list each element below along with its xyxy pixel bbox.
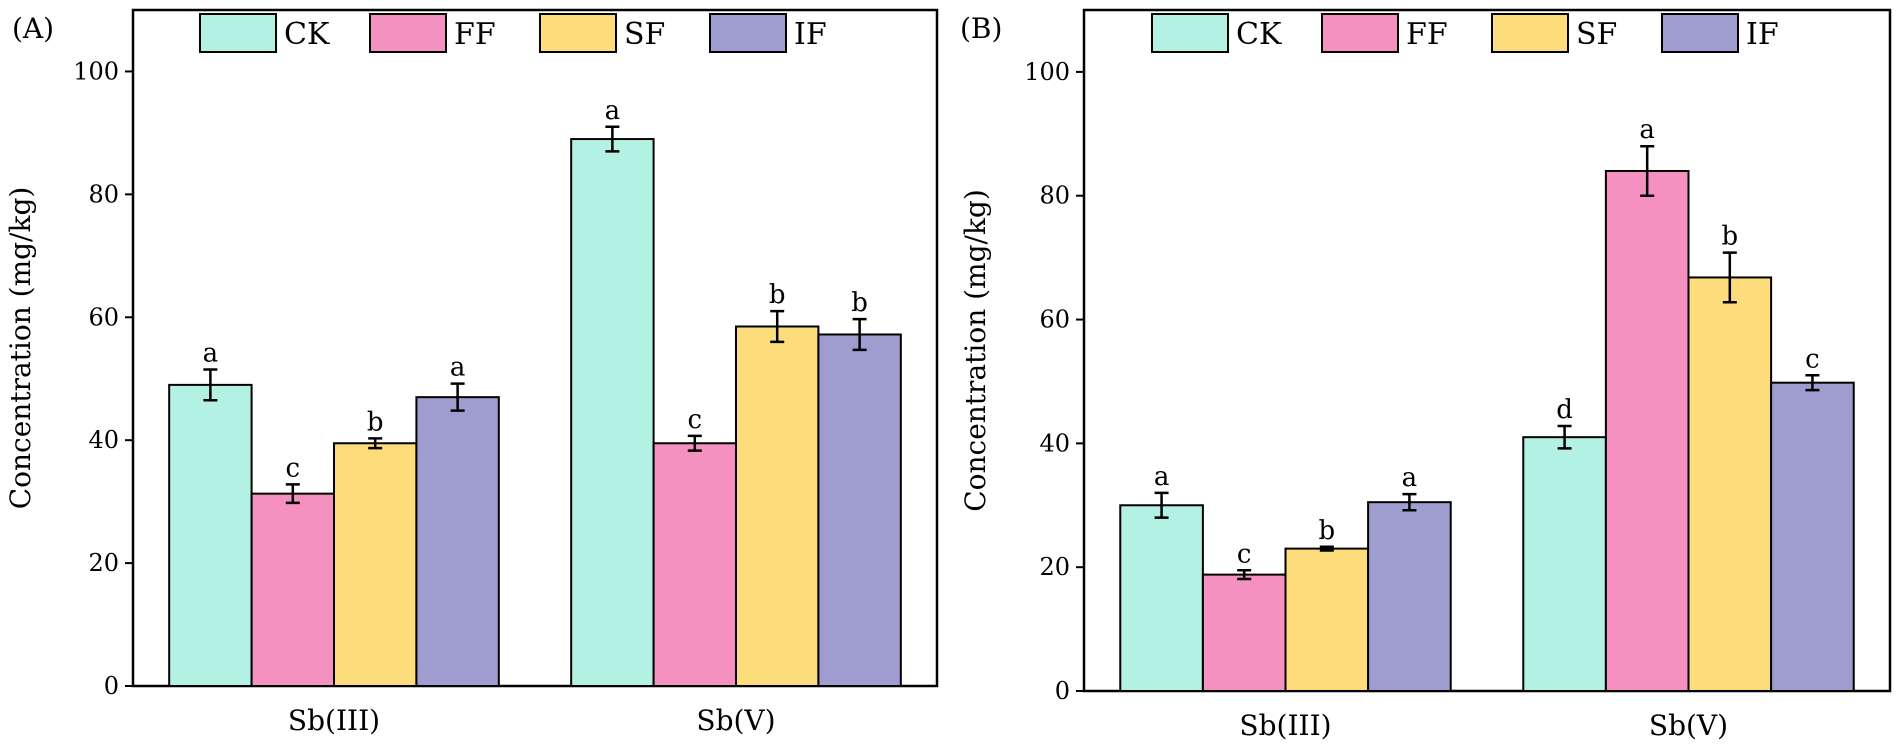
bar-ck-sb3 bbox=[168, 383, 253, 687]
legend: CK FF SF IF bbox=[1151, 13, 1779, 53]
y-tick-label: 40 bbox=[88, 426, 119, 454]
error-bar bbox=[285, 483, 300, 505]
error-bar bbox=[1722, 251, 1737, 304]
bar-ff-sb5 bbox=[1604, 169, 1690, 693]
significance-letter: b bbox=[367, 407, 384, 437]
y-tick-label: 40 bbox=[1039, 429, 1070, 457]
y-tick-label: 80 bbox=[88, 180, 119, 208]
legend-label: FF bbox=[1406, 17, 1448, 52]
significance-letter: d bbox=[1556, 395, 1573, 425]
significance-letter: a bbox=[203, 339, 219, 369]
significance-letter: b bbox=[1318, 516, 1335, 546]
y-tick-label: 20 bbox=[1039, 553, 1070, 581]
panel-label: (A) bbox=[12, 12, 54, 45]
error-bar bbox=[1237, 569, 1252, 581]
significance-letter: b bbox=[1721, 222, 1738, 252]
legend-label: IF bbox=[794, 17, 827, 52]
significance-letter: a bbox=[1402, 463, 1418, 493]
bar-sf-sb5 bbox=[1687, 276, 1773, 692]
bar-ck-sb5 bbox=[1522, 436, 1607, 692]
bar-ff-sb5 bbox=[652, 442, 738, 687]
legend-label: SF bbox=[1576, 17, 1617, 52]
plot-frame bbox=[1082, 8, 1892, 693]
bar-sf-sb3 bbox=[1284, 547, 1370, 692]
significance-letter: b bbox=[769, 280, 786, 310]
y-tick-label: 0 bbox=[1055, 677, 1070, 705]
y-tick-label: 80 bbox=[1039, 182, 1070, 210]
legend-swatch-sf bbox=[1491, 13, 1569, 53]
bar-ck-sb5 bbox=[570, 138, 655, 687]
significance-letter: c bbox=[1805, 344, 1820, 374]
x-category-label: Sb(V) bbox=[696, 704, 775, 737]
x-category-label: Sb(III) bbox=[288, 704, 380, 737]
error-bar bbox=[1402, 492, 1417, 512]
error-bar bbox=[605, 125, 620, 153]
error-bar bbox=[687, 434, 702, 452]
bar-ck-sb3 bbox=[1119, 504, 1204, 693]
error-bar bbox=[1319, 545, 1334, 552]
error-bar bbox=[1640, 144, 1655, 197]
legend: CK FF SF IF bbox=[199, 13, 827, 53]
bar-ff-sb3 bbox=[250, 492, 335, 687]
error-bar bbox=[368, 437, 383, 450]
significance-letter: c bbox=[286, 453, 301, 483]
significance-letter: c bbox=[688, 405, 703, 435]
y-tick-label: 60 bbox=[88, 303, 119, 331]
significance-letter: a bbox=[450, 353, 466, 383]
bar-ff-sb3 bbox=[1201, 573, 1287, 692]
y-tick-label: 60 bbox=[1039, 306, 1070, 334]
error-bar bbox=[1805, 374, 1820, 392]
error-bar bbox=[770, 309, 785, 344]
x-category-label: Sb(V) bbox=[1649, 709, 1728, 742]
y-tick-label: 100 bbox=[73, 57, 119, 85]
panel-label: (B) bbox=[960, 12, 1002, 45]
x-category-label: Sb(III) bbox=[1239, 709, 1331, 742]
legend-label: IF bbox=[1746, 17, 1779, 52]
legend-swatch-sf bbox=[539, 13, 617, 53]
error-bar bbox=[203, 368, 218, 402]
significance-letter: a bbox=[605, 96, 621, 126]
legend-swatch-ff bbox=[1321, 13, 1399, 53]
bar-if-sb5 bbox=[817, 333, 902, 687]
significance-letter: b bbox=[851, 288, 868, 318]
significance-letter: a bbox=[1154, 462, 1170, 492]
significance-letter: a bbox=[1639, 115, 1655, 145]
bar-sf-sb3 bbox=[333, 442, 418, 687]
error-bar bbox=[450, 382, 465, 412]
y-tick-label: 100 bbox=[1024, 58, 1070, 86]
y-tick-label: 0 bbox=[104, 672, 119, 700]
legend-swatch-ck bbox=[199, 13, 277, 53]
significance-letter: c bbox=[1237, 539, 1252, 569]
legend-swatch-if bbox=[1661, 13, 1739, 53]
legend-swatch-ck bbox=[1151, 13, 1229, 53]
y-axis-title: Concentration (mg/kg) bbox=[959, 189, 992, 512]
bar-if-sb3 bbox=[415, 396, 500, 687]
error-bar bbox=[852, 317, 867, 352]
y-axis-title: Concentration (mg/kg) bbox=[4, 187, 37, 510]
panel-b: 0 20 40 60 80 100 Concentration (mg/kg) (B) a c b a… bbox=[959, 8, 1892, 742]
legend-label: CK bbox=[284, 17, 330, 52]
panel-a: 0 20 40 60 80 100 Concentration (mg/kg) (A) a c b a… bbox=[4, 8, 939, 737]
bar-if-sb5 bbox=[1770, 381, 1855, 692]
bar-sf-sb5 bbox=[735, 325, 820, 687]
legend-swatch-ff bbox=[369, 13, 447, 53]
bar-if-sb3 bbox=[1367, 501, 1452, 692]
legend-label: CK bbox=[1236, 17, 1282, 52]
plot-frame bbox=[131, 8, 939, 688]
legend-swatch-if bbox=[709, 13, 787, 53]
error-bar bbox=[1154, 491, 1169, 519]
legend-label: SF bbox=[624, 17, 665, 52]
legend-label: FF bbox=[454, 17, 496, 52]
y-tick-label: 20 bbox=[88, 549, 119, 577]
error-bar bbox=[1557, 424, 1572, 450]
